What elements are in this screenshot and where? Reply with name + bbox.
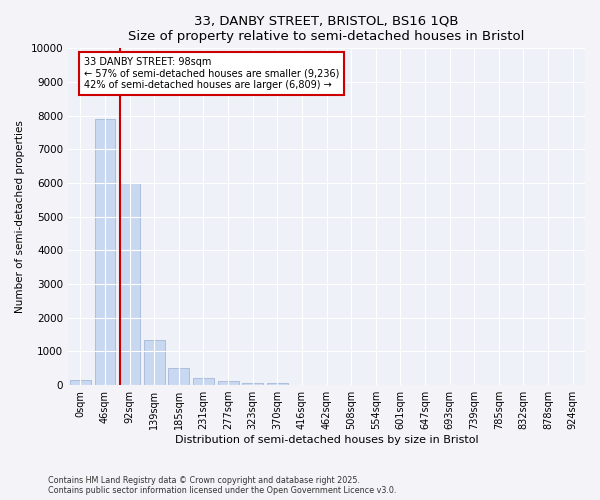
Text: 33 DANBY STREET: 98sqm
← 57% of semi-detached houses are smaller (9,236)
42% of : 33 DANBY STREET: 98sqm ← 57% of semi-det… [84, 57, 340, 90]
X-axis label: Distribution of semi-detached houses by size in Bristol: Distribution of semi-detached houses by … [175, 435, 478, 445]
Bar [144, 340, 164, 385]
Bar [169, 368, 189, 385]
Text: Contains HM Land Registry data © Crown copyright and database right 2025.
Contai: Contains HM Land Registry data © Crown c… [48, 476, 397, 495]
Bar [70, 380, 91, 385]
Bar [193, 378, 214, 385]
Bar [119, 183, 140, 385]
Y-axis label: Number of semi-detached properties: Number of semi-detached properties [15, 120, 25, 313]
Bar [242, 382, 263, 385]
Title: 33, DANBY STREET, BRISTOL, BS16 1QB
Size of property relative to semi-detached h: 33, DANBY STREET, BRISTOL, BS16 1QB Size… [128, 15, 525, 43]
Bar [267, 384, 288, 385]
Bar [95, 119, 115, 385]
Bar [218, 380, 239, 385]
